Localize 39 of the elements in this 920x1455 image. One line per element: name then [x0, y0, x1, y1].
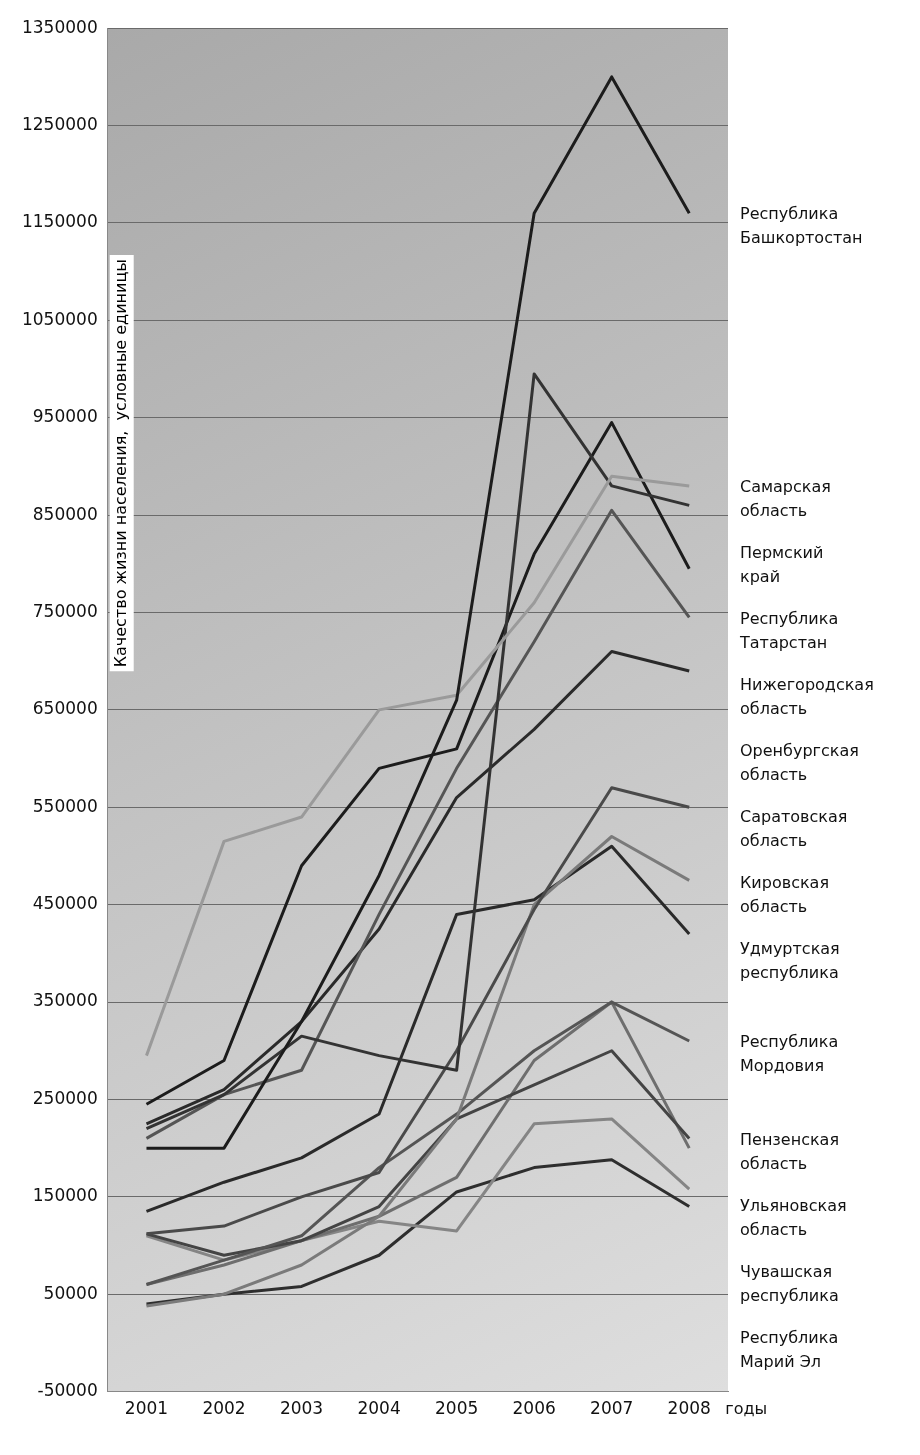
text: Республика Башкортостан — [740, 204, 863, 248]
x-tick-label: 2001 — [124, 1398, 169, 1419]
text: Кировская область — [740, 873, 830, 917]
text: Саратовская область — [740, 807, 848, 851]
y-tick-label: 950000 — [32, 406, 98, 427]
y-tick-label: 850000 — [32, 503, 98, 524]
text: Республика Марий Эл — [740, 1327, 839, 1371]
y-tick-label: 450000 — [32, 893, 98, 914]
x-tick-label: 2003 — [279, 1398, 324, 1419]
text: Самарская область — [740, 477, 831, 521]
y-tick-label: 150000 — [32, 1185, 98, 1206]
y-axis-title: Качество жизни населения, условные единицы — [110, 259, 130, 668]
y-tick-label: 750000 — [32, 600, 98, 621]
x-tick-label: 2002 — [202, 1398, 246, 1419]
x-tick-label: 2004 — [357, 1398, 401, 1419]
y-tick-label: 650000 — [32, 698, 98, 719]
y-tick-label: 550000 — [32, 795, 98, 816]
y-tick-label: 1150000 — [21, 211, 98, 232]
text: Оренбургская область — [740, 741, 859, 785]
text: Пензенская область — [740, 1129, 840, 1173]
x-axis-title: годы — [725, 1398, 768, 1418]
y-tick-label: 50000 — [43, 1282, 98, 1303]
y-tick-label: 250000 — [32, 1087, 98, 1108]
y-tick-label: 1250000 — [21, 114, 98, 135]
y-tick-label: -50000 — [37, 1380, 98, 1401]
text: Нижегородская область — [740, 675, 874, 719]
text: Пермский край — [740, 543, 824, 587]
text: Чувашская республика — [740, 1261, 839, 1305]
x-tick-label: 2007 — [590, 1398, 634, 1419]
text: Республика Татарстан — [739, 609, 839, 653]
x-tick-label: 2006 — [512, 1398, 556, 1419]
x-tick-label: 2008 — [667, 1398, 711, 1419]
y-tick-label: 350000 — [32, 990, 98, 1011]
text: Ульяновская область — [740, 1195, 847, 1239]
x-tick-label: 2005 — [434, 1398, 479, 1419]
text: Республика Мордовия — [740, 1032, 839, 1076]
y-tick-label: 1050000 — [21, 308, 98, 329]
text: Удмуртская республика — [740, 939, 840, 983]
y-tick-label: 1350000 — [21, 16, 98, 37]
